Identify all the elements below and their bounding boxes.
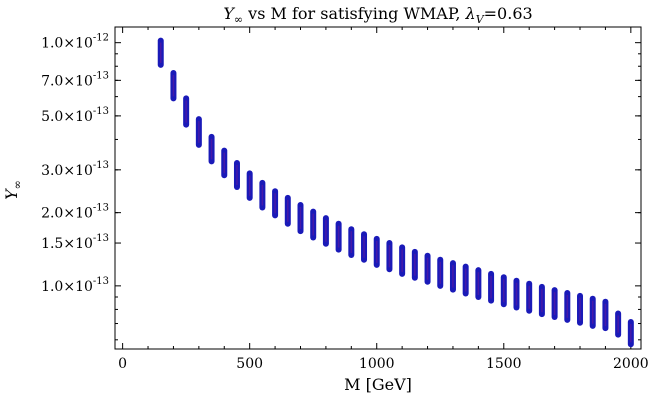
x-tick-label: 1000 xyxy=(359,356,395,372)
y-tick-label: 3.0×10-13 xyxy=(41,160,109,179)
y-tick-exponent: -13 xyxy=(93,106,109,117)
title-y-var: Y xyxy=(223,4,235,23)
y-tick-exponent: -12 xyxy=(93,33,109,44)
y-tick-exponent: -13 xyxy=(93,160,109,171)
y-tick-times: ×10 xyxy=(63,163,93,179)
y-axis-label: Y∞ xyxy=(2,180,24,200)
plot-frame xyxy=(114,26,642,350)
x-tick-label: 2000 xyxy=(613,356,649,372)
y-tick-times: ×10 xyxy=(63,73,93,89)
y-tick-mantissa: 1.0 xyxy=(41,279,63,295)
y-tick-mantissa: 2.0 xyxy=(41,206,63,222)
x-tick-label: 0 xyxy=(118,356,127,372)
y-axis-label-group: Y∞ xyxy=(2,180,24,200)
y-tick-exponent: -13 xyxy=(93,276,109,287)
y-tick-times: ×10 xyxy=(63,206,93,222)
y-tick-times: ×10 xyxy=(63,279,93,295)
y-tick-mantissa: 7.0 xyxy=(41,73,63,89)
y-tick-label: 1.0×10-12 xyxy=(41,33,109,52)
y-tick-label: 1.0×10-13 xyxy=(41,276,109,295)
y-axis-label-sub: ∞ xyxy=(11,180,24,189)
y-tick-times: ×10 xyxy=(63,236,93,252)
title-param: λ xyxy=(465,4,476,23)
y-tick-mantissa: 1.5 xyxy=(41,236,63,252)
y-tick-mantissa: 1.0 xyxy=(41,36,63,52)
y-tick-times: ×10 xyxy=(63,36,93,52)
x-axis-ticks: 0 500 1000 1500 2000 xyxy=(118,27,649,372)
x-tick-label: 500 xyxy=(236,356,263,372)
title-param-value: =0.63 xyxy=(484,4,533,23)
y-tick-label: 7.0×10-13 xyxy=(41,70,109,89)
x-axis-label: M [GeV] xyxy=(344,375,412,394)
y-tick-exponent: -13 xyxy=(93,70,109,81)
y-tick-label: 2.0×10-13 xyxy=(41,203,109,222)
title-middle: vs M for satisfying WMAP, xyxy=(243,4,465,23)
y-tick-mantissa: 3.0 xyxy=(41,163,63,179)
x-tick-label: 1500 xyxy=(486,356,522,372)
y-tick-exponent: -13 xyxy=(93,203,109,214)
y-tick-label: 1.5×10-13 xyxy=(41,233,109,252)
title-y-sub: ∞ xyxy=(234,13,243,26)
y-axis-label-var: Y xyxy=(2,188,21,200)
y-tick-label: 5.0×10-13 xyxy=(41,106,109,125)
chart-title: Y∞ vs M for satisfying WMAP, λV=0.63 xyxy=(223,4,532,26)
y-tick-mantissa: 5.0 xyxy=(41,109,63,125)
y-tick-exponent: -13 xyxy=(93,233,109,244)
y-tick-times: ×10 xyxy=(63,109,93,125)
data-points xyxy=(157,37,634,348)
y-axis-ticks: 1.0×10-127.0×10-135.0×10-133.0×10-132.0×… xyxy=(41,33,641,341)
title-param-sub: V xyxy=(476,13,485,26)
